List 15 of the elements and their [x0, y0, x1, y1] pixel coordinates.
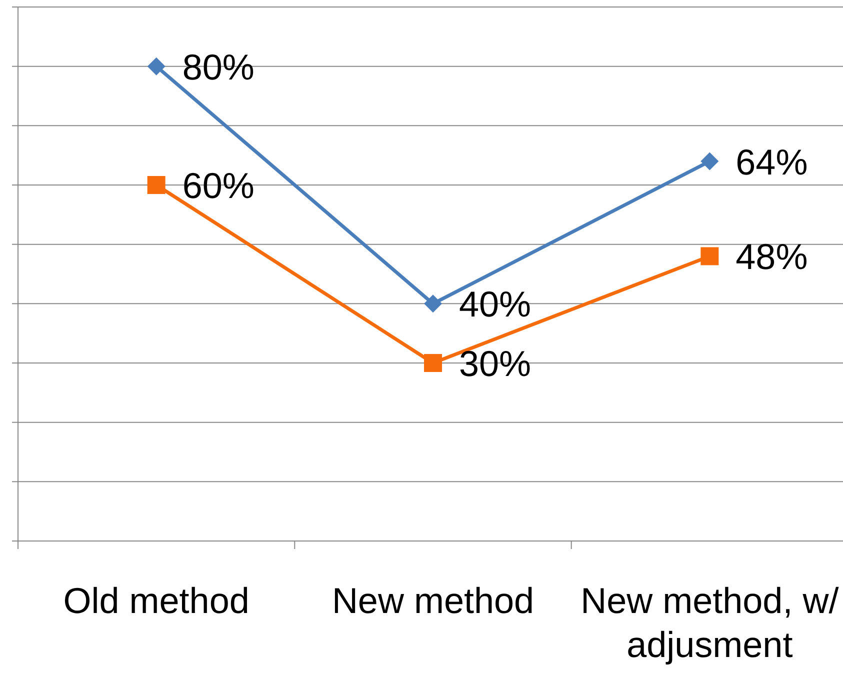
x-tick-label: New method, w/ adjusment — [580, 580, 839, 665]
data-label: 80% — [182, 46, 254, 88]
point — [147, 57, 166, 76]
data-label: 60% — [182, 165, 254, 206]
x-tick-label: Old method — [63, 580, 250, 621]
point — [424, 354, 442, 372]
data-label: 40% — [459, 284, 532, 325]
point — [700, 247, 719, 266]
data-label: 64% — [736, 141, 808, 182]
data-label: 48% — [736, 236, 808, 278]
point — [147, 176, 166, 194]
data-label: 30% — [459, 343, 532, 384]
point — [424, 294, 442, 313]
point — [700, 152, 719, 170]
x-tick-label: New method — [332, 580, 534, 621]
